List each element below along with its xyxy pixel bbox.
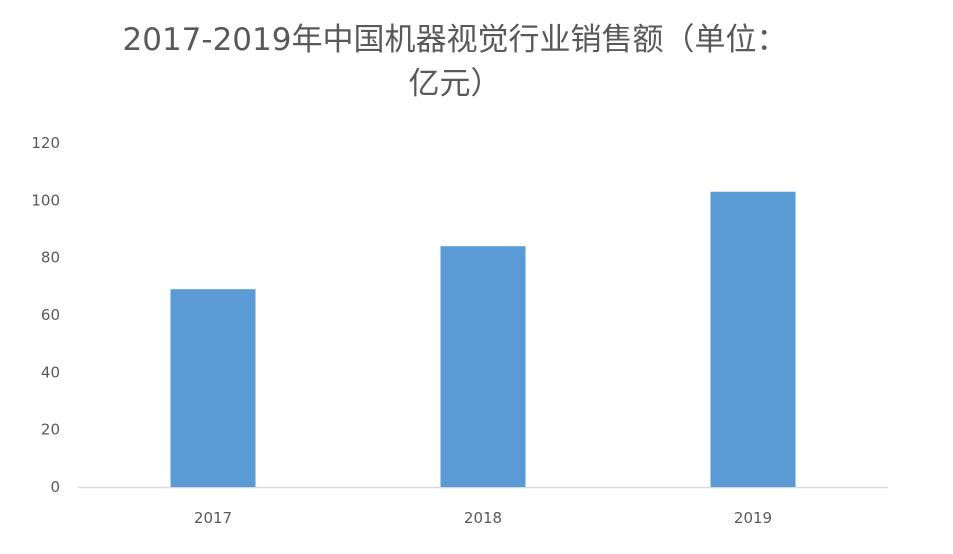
y-tick-label: 20: [41, 421, 60, 439]
chart-title: 2017-2019年中国机器视觉行业销售额（单位： 亿元）: [95, 18, 815, 106]
y-tick-label: 120: [31, 134, 60, 152]
bar-2019: [710, 191, 796, 487]
x-axis-tick-labels: 2017 2018 2019: [194, 509, 772, 527]
x-tick-label: 2019: [734, 509, 772, 527]
y-tick-label: 40: [41, 363, 60, 381]
x-tick-label: 2018: [464, 509, 502, 527]
bar-series: [170, 191, 796, 487]
chart-title-line-2: 亿元）: [408, 66, 502, 102]
y-tick-label: 0: [50, 478, 60, 496]
y-tick-label: 80: [41, 249, 60, 267]
y-tick-label: 60: [41, 306, 60, 324]
bar-2018: [440, 246, 526, 487]
y-axis-tick-labels: 0 20 40 60 80 100 120: [31, 134, 60, 496]
y-tick-label: 100: [31, 191, 60, 209]
chart-title-line-1: 2017-2019年中国机器视觉行业销售额（单位：: [122, 22, 788, 58]
bar-2017: [170, 289, 256, 487]
x-tick-label: 2017: [194, 509, 232, 527]
